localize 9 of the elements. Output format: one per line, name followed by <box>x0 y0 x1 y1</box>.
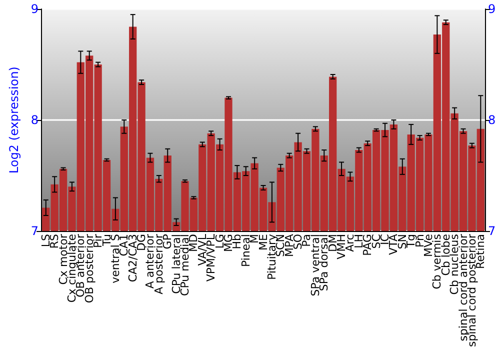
y-axis-title: Log2 (expression) <box>7 66 21 174</box>
y-tick-label: 9 <box>30 2 39 16</box>
y-tick-label: 8 <box>30 113 39 128</box>
y-tick-label: 7 <box>30 224 39 238</box>
x-tick-label: ME <box>256 234 270 250</box>
y2-tick-label: 8 <box>488 113 496 128</box>
x-tick-label: Retina <box>474 234 488 270</box>
y2-tick-label: 9 <box>488 2 496 16</box>
y2-tick-label: 7 <box>488 224 496 238</box>
